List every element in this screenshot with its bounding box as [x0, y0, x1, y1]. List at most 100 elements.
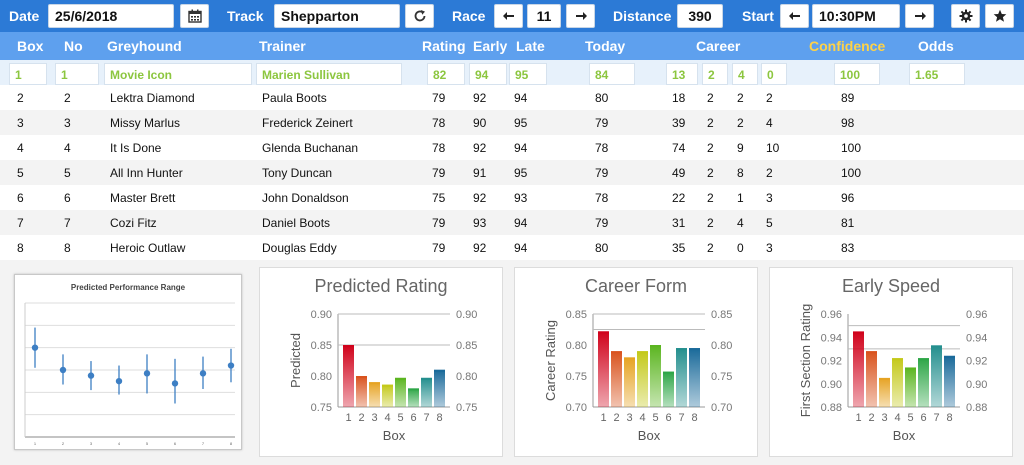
cell-late: 93 — [514, 191, 528, 205]
x-tick-label: 3 — [881, 412, 887, 424]
race-next-button[interactable] — [566, 4, 595, 28]
arrow-left-icon — [788, 12, 800, 20]
y-tick-label: 0.94 — [821, 332, 842, 344]
data-point — [87, 372, 95, 379]
bar — [853, 331, 864, 407]
x-tick-label: 6 — [410, 412, 416, 424]
table-row[interactable]: 6 6 Master Brett John Donaldson 75 92 93 78 22 2 1… — [0, 185, 1024, 210]
early-speed-chart: 0.88 0.88 0.90 0.90 0.92 0.92 0.94 0.94 0.96 0.96… — [798, 304, 987, 443]
calendar-button[interactable] — [180, 4, 209, 28]
cell-early: 90 — [473, 116, 487, 130]
cell-no: 8 — [64, 241, 71, 255]
cell-no: 4 — [64, 141, 71, 155]
data-point — [227, 362, 235, 369]
x-tick-label: 7 — [423, 412, 429, 424]
cell-rating: 79 — [432, 166, 446, 180]
table-row[interactable]: 5 5 All Inn Hunter Tony Duncan 79 91 95 79 49 2 8 2… — [0, 160, 1024, 185]
x-tick-label: 3 — [90, 441, 93, 446]
col-header-box[interactable]: Box — [17, 38, 44, 54]
distance-field[interactable]: 390 — [677, 4, 723, 28]
bar — [369, 382, 380, 407]
cell-late: 94 — [514, 216, 528, 230]
bar — [421, 377, 432, 407]
col-header-trainer[interactable]: Trainer — [259, 38, 306, 54]
x-tick-label: 8 — [230, 441, 233, 446]
col-header-career[interactable]: Career — [696, 38, 741, 54]
cell-career-wins: 2 — [707, 91, 714, 105]
bar-top — [408, 388, 419, 391]
y-tick-label: 0.85 — [566, 309, 587, 321]
favourite-button[interactable] — [985, 4, 1014, 28]
arrow-left-icon — [502, 12, 514, 20]
table-row[interactable]: 4 4 It Is Done Glenda Buchanan 78 92 94 78 74 2 9 1… — [0, 135, 1024, 160]
cell-career-seconds: 2 — [737, 91, 744, 105]
x-axis-label: Box — [893, 428, 916, 443]
bar-top — [931, 345, 942, 348]
col-header-confidence[interactable]: Confidence — [809, 38, 886, 54]
bar — [944, 355, 955, 407]
cell-box: 3 — [17, 116, 24, 130]
cell-career-seconds: 9 — [737, 141, 744, 155]
table-row[interactable]: 2 2 Lektra Diamond Paula Boots 79 92 94 80 18 2 2 2… — [0, 85, 1024, 110]
cell-career-thirds: 0 — [761, 63, 787, 85]
track-field[interactable]: Shepparton — [274, 4, 400, 28]
x-tick-label: 6 — [665, 412, 671, 424]
y-tick-label-right: 0.88 — [966, 402, 987, 414]
settings-button[interactable] — [951, 4, 980, 28]
data-point — [143, 370, 151, 377]
start-prev-button[interactable] — [780, 4, 809, 28]
y-tick-label-right: 0.94 — [966, 332, 987, 344]
date-field[interactable]: 25/6/2018 — [48, 4, 174, 28]
cell-greyhound: All Inn Hunter — [110, 166, 183, 180]
col-header-today[interactable]: Today — [585, 38, 626, 54]
table-row[interactable]: 7 7 Cozi Fitz Daniel Boots 79 93 94 79 31 2 4 5 81 — [0, 210, 1024, 235]
y-tick-label: 0.70 — [566, 402, 587, 414]
cell-late: 94 — [514, 241, 528, 255]
col-header-early[interactable]: Early — [473, 38, 508, 54]
x-tick-label: 8 — [946, 412, 952, 424]
bar-top — [343, 345, 354, 347]
cell-trainer: Marien Sullivan — [256, 63, 402, 85]
start-time-field[interactable]: 10:30PM — [812, 4, 900, 28]
cell-career-thirds: 2 — [766, 91, 773, 105]
x-tick-label: 4 — [118, 441, 121, 446]
x-tick-label: 5 — [652, 412, 658, 424]
x-tick-label: 2 — [62, 441, 65, 446]
col-header-odds[interactable]: Odds — [918, 38, 954, 54]
cell-career-thirds: 2 — [766, 166, 773, 180]
x-tick-label: 6 — [920, 412, 926, 424]
cell-career-wins: 2 — [707, 216, 714, 230]
table-row[interactable]: 3 3 Missy Marlus Frederick Zeinert 78 90 95 79 3… — [0, 110, 1024, 135]
refresh-button[interactable] — [405, 4, 434, 28]
race-field[interactable]: 11 — [527, 4, 561, 28]
arrow-right-icon — [914, 12, 926, 20]
date-label: Date — [9, 8, 40, 24]
table-row[interactable]: 1 1 Movie Icon Marien Sullivan 82 94 95 … — [0, 60, 1024, 88]
start-next-button[interactable] — [905, 4, 934, 28]
col-header-greyhound[interactable]: Greyhound — [107, 38, 182, 54]
x-tick-label: 1 — [34, 441, 37, 446]
refresh-icon — [414, 10, 425, 22]
bar — [918, 358, 929, 407]
cell-late: 95 — [509, 63, 547, 85]
x-tick-label: 4 — [384, 412, 390, 424]
cell-rating: 82 — [427, 63, 465, 85]
col-header-rating[interactable]: Rating — [422, 38, 466, 54]
y-tick-label-right: 0.92 — [966, 356, 987, 368]
cell-late: 94 — [514, 141, 528, 155]
cell-career-starts: 31 — [672, 216, 686, 230]
bar — [637, 351, 648, 407]
y-tick-label: 0.90 — [821, 379, 842, 391]
race-prev-button[interactable] — [494, 4, 523, 28]
y-axis-label: First Section Rating — [798, 304, 813, 417]
arrow-right-icon — [575, 12, 587, 20]
cell-rating: 78 — [432, 141, 446, 155]
x-tick-label: 8 — [436, 412, 442, 424]
x-tick-label: 7 — [202, 441, 205, 446]
cell-career-seconds: 2 — [737, 116, 744, 130]
table-row[interactable]: 8 8 Heroic Outlaw Douglas Eddy 79 92 94 80 35 2 0 3… — [0, 235, 1024, 260]
col-header-no[interactable]: No — [64, 38, 83, 54]
cell-today: 79 — [595, 116, 609, 130]
col-header-late[interactable]: Late — [516, 38, 545, 54]
y-tick-label: 0.80 — [311, 371, 332, 383]
